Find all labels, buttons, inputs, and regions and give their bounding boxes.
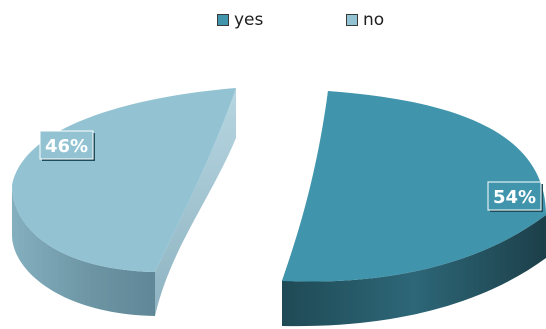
data-label-no-text: 46% <box>45 136 88 157</box>
legend-swatch-no <box>346 14 358 26</box>
data-label-yes-box <box>487 181 542 211</box>
legend-item-no: no <box>346 10 384 30</box>
pie-slice-no <box>12 88 236 316</box>
data-label-no-box <box>39 130 94 160</box>
data-label-no: 46% <box>39 130 95 161</box>
pie-slice-yes-top <box>282 91 546 282</box>
legend-item-yes: yes <box>217 10 263 30</box>
pie-slice-yes-side <box>282 215 546 327</box>
legend-label-no: no <box>363 10 385 30</box>
pie-slice-no-side <box>12 185 155 316</box>
data-label-yes: 54% <box>487 181 543 212</box>
chart-legend: yes no <box>0 10 546 30</box>
pie-slice-no-cut-face <box>155 88 236 316</box>
legend-swatch-yes <box>217 14 229 26</box>
legend-label-yes: yes <box>234 10 264 30</box>
pie-slice-yes <box>282 91 546 327</box>
data-label-yes-text: 54% <box>493 187 536 208</box>
